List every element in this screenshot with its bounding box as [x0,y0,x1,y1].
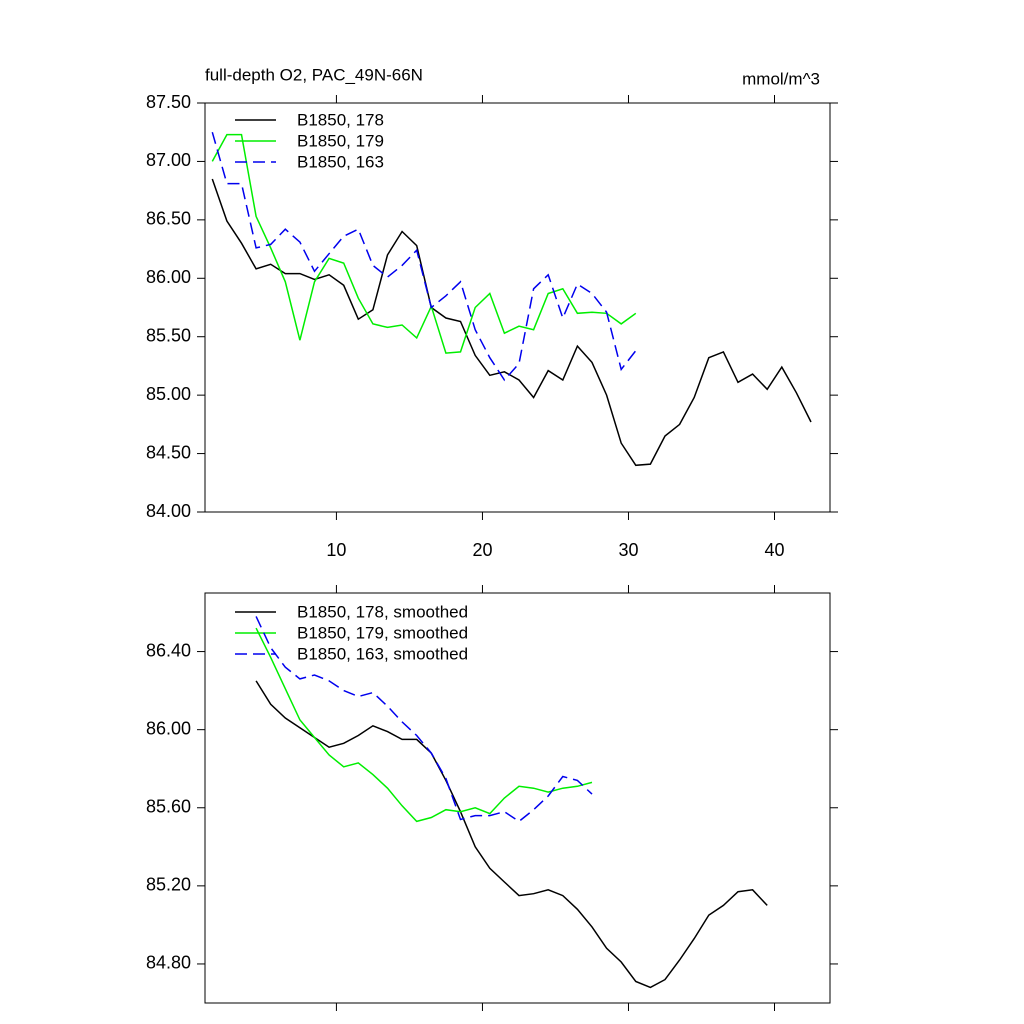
y-tick-label: 85.50 [146,325,191,345]
series-line [255,616,593,823]
x-tick-label: 30 [618,540,638,560]
series-line [255,627,593,823]
y-tick-label: 85.20 [146,875,191,895]
y-tick-label: 84.00 [146,501,191,521]
y-tick-label: 87.00 [146,150,191,170]
plot-frame [204,102,831,513]
x-tick-label: 20 [472,540,492,560]
y-tick-label: 85.60 [146,797,191,817]
y-tick-label: 84.50 [146,442,191,462]
series-line [255,680,768,989]
legend-label: B1850, 179, smoothed [297,623,468,642]
plot-frame [204,592,831,1004]
y-tick-label: 87.50 [146,92,191,112]
y-tick-label: 85.00 [146,384,191,404]
legend-label: B1850, 179 [297,131,384,150]
units-label: mmol/m^3 [742,69,820,88]
y-tick-label: 84.80 [146,953,191,973]
y-tick-label: 86.00 [146,267,191,287]
legend-label: B1850, 178 [297,110,384,129]
legend-label: B1850, 163 [297,152,384,171]
legend-label: B1850, 163, smoothed [297,644,468,663]
legend-label: B1850, 178, smoothed [297,602,468,621]
y-tick-label: 86.40 [146,640,191,660]
series-line [211,131,637,382]
y-tick-label: 86.50 [146,209,191,229]
x-tick-label: 10 [326,540,346,560]
y-tick-label: 86.00 [146,718,191,738]
chart-title: full-depth O2, PAC_49N-66N [205,65,423,84]
series-line [211,178,812,467]
x-tick-label: 40 [764,540,784,560]
series-line [211,133,637,354]
